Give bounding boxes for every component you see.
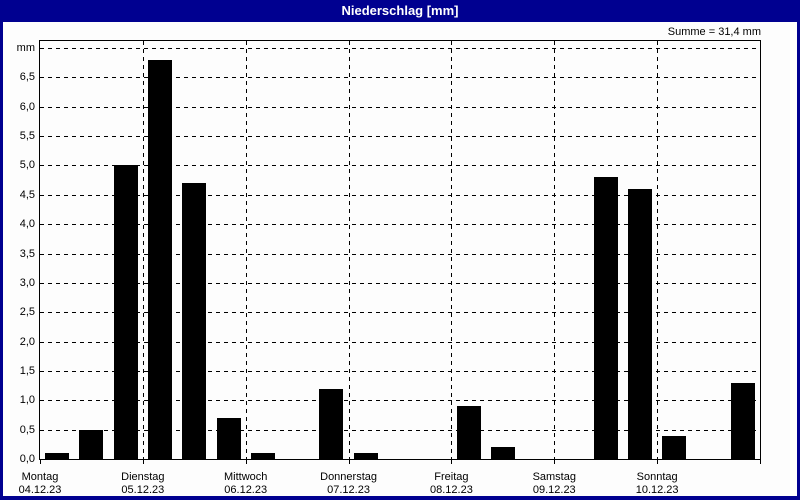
day-date: 06.12.23	[224, 484, 268, 496]
gridline-horizontal	[40, 312, 760, 314]
y-axis-tick-label: 3,5	[19, 247, 35, 260]
day-boundary-tick	[40, 460, 41, 464]
y-axis-tick-label: 1,0	[19, 394, 35, 407]
precipitation-bar	[319, 388, 344, 459]
gridline-horizontal	[40, 165, 760, 167]
y-axis-tick-label: 6,5	[19, 71, 35, 84]
y-axis-tick-label: 5,0	[19, 159, 35, 172]
precipitation-bar	[662, 435, 687, 459]
gridline-vertical	[245, 41, 247, 459]
gridline-horizontal	[40, 341, 760, 343]
day-name: Donnerstag	[320, 471, 377, 483]
precipitation-bar	[628, 188, 652, 459]
gridline-vertical	[554, 41, 556, 459]
y-axis-unit-label: mm	[16, 42, 35, 55]
precipitation-bar	[216, 417, 241, 459]
gridline-horizontal	[40, 106, 760, 108]
chart-title: Niederschlag [mm]	[341, 3, 459, 18]
gridline-horizontal	[40, 400, 760, 402]
precipitation-bar	[79, 429, 104, 459]
day-date: 05.12.23	[121, 484, 165, 496]
day-label: Donnerstag 07.12.23	[297, 471, 401, 496]
gridline-horizontal	[40, 282, 760, 284]
day-name: Samstag	[532, 471, 576, 483]
day-date: 09.12.23	[532, 484, 576, 496]
day-name: Mittwoch	[224, 471, 268, 483]
day-label: Freitag 08.12.23	[399, 471, 503, 496]
y-axis-tick-label: 2,0	[19, 335, 35, 348]
day-boundary-tick	[451, 460, 453, 464]
day-label: Sonntag 10.12.23	[605, 471, 709, 496]
gridline-horizontal	[40, 253, 760, 255]
gridline-horizontal	[40, 224, 760, 226]
y-axis-tick-label: 3,0	[19, 276, 35, 289]
precipitation-bar	[456, 406, 481, 459]
day-date: 08.12.23	[430, 484, 473, 496]
precipitation-bar	[250, 453, 275, 459]
precipitation-bar	[182, 183, 207, 459]
day-boundary-tick	[142, 460, 144, 464]
y-axis-tick-label: 4,0	[19, 218, 35, 231]
day-label: Montag 04.12.23	[0, 471, 92, 496]
gridline-horizontal	[40, 136, 760, 138]
precipitation-bar	[730, 382, 755, 459]
title-bar: Niederschlag [mm]	[0, 0, 800, 22]
day-name: Freitag	[434, 471, 469, 483]
gridline-horizontal	[40, 77, 760, 79]
gridline-horizontal	[40, 48, 760, 50]
day-name: Sonntag	[636, 471, 678, 483]
day-boundary-tick	[348, 460, 350, 464]
day-name: Montag	[21, 471, 59, 483]
precipitation-bar	[45, 453, 70, 459]
precipitation-bar	[490, 447, 515, 459]
gridline-vertical	[451, 41, 453, 459]
gridline-horizontal	[40, 429, 760, 431]
day-boundary-tick	[657, 460, 659, 464]
y-axis-tick-label: 2,5	[19, 306, 35, 319]
day-boundary-tick	[245, 460, 247, 464]
day-date: 07.12.23	[327, 484, 370, 496]
precipitation-bar	[148, 59, 172, 459]
y-axis-tick-label: 6,0	[19, 100, 35, 113]
sum-annotation: Summe = 31,4 mm	[667, 26, 761, 38]
day-date: 10.12.23	[635, 484, 679, 496]
y-axis-tick-label: 0,0	[19, 453, 35, 465]
day-label: Dienstag 05.12.23	[91, 471, 195, 496]
day-label: Mittwoch 06.12.23	[194, 471, 298, 496]
plot-area	[39, 40, 761, 460]
day-boundary-tick	[760, 460, 761, 464]
gridline-horizontal	[40, 194, 760, 196]
gridline-vertical	[142, 41, 144, 459]
chart-body: Summe = 31,4 mm 0,0 0,5 1,0 1,5 2,0 2,5 3,0 3,5…	[3, 22, 797, 496]
day-label: Samstag 09.12.23	[502, 471, 606, 496]
gridline-vertical	[348, 41, 350, 459]
y-axis-tick-label: 1,5	[19, 364, 35, 377]
y-axis-tick-label: 0,5	[19, 423, 35, 436]
y-axis-tick-label: 5,5	[19, 130, 35, 143]
precipitation-bar	[593, 177, 618, 459]
gridline-horizontal	[40, 370, 760, 372]
gridline-vertical	[657, 41, 659, 459]
precipitation-bar	[353, 453, 378, 459]
day-name: Dienstag	[121, 471, 165, 483]
day-boundary-tick	[554, 460, 556, 464]
day-date: 04.12.23	[18, 484, 62, 496]
y-axis-tick-label: 4,5	[19, 188, 35, 201]
precipitation-bar	[113, 165, 138, 459]
